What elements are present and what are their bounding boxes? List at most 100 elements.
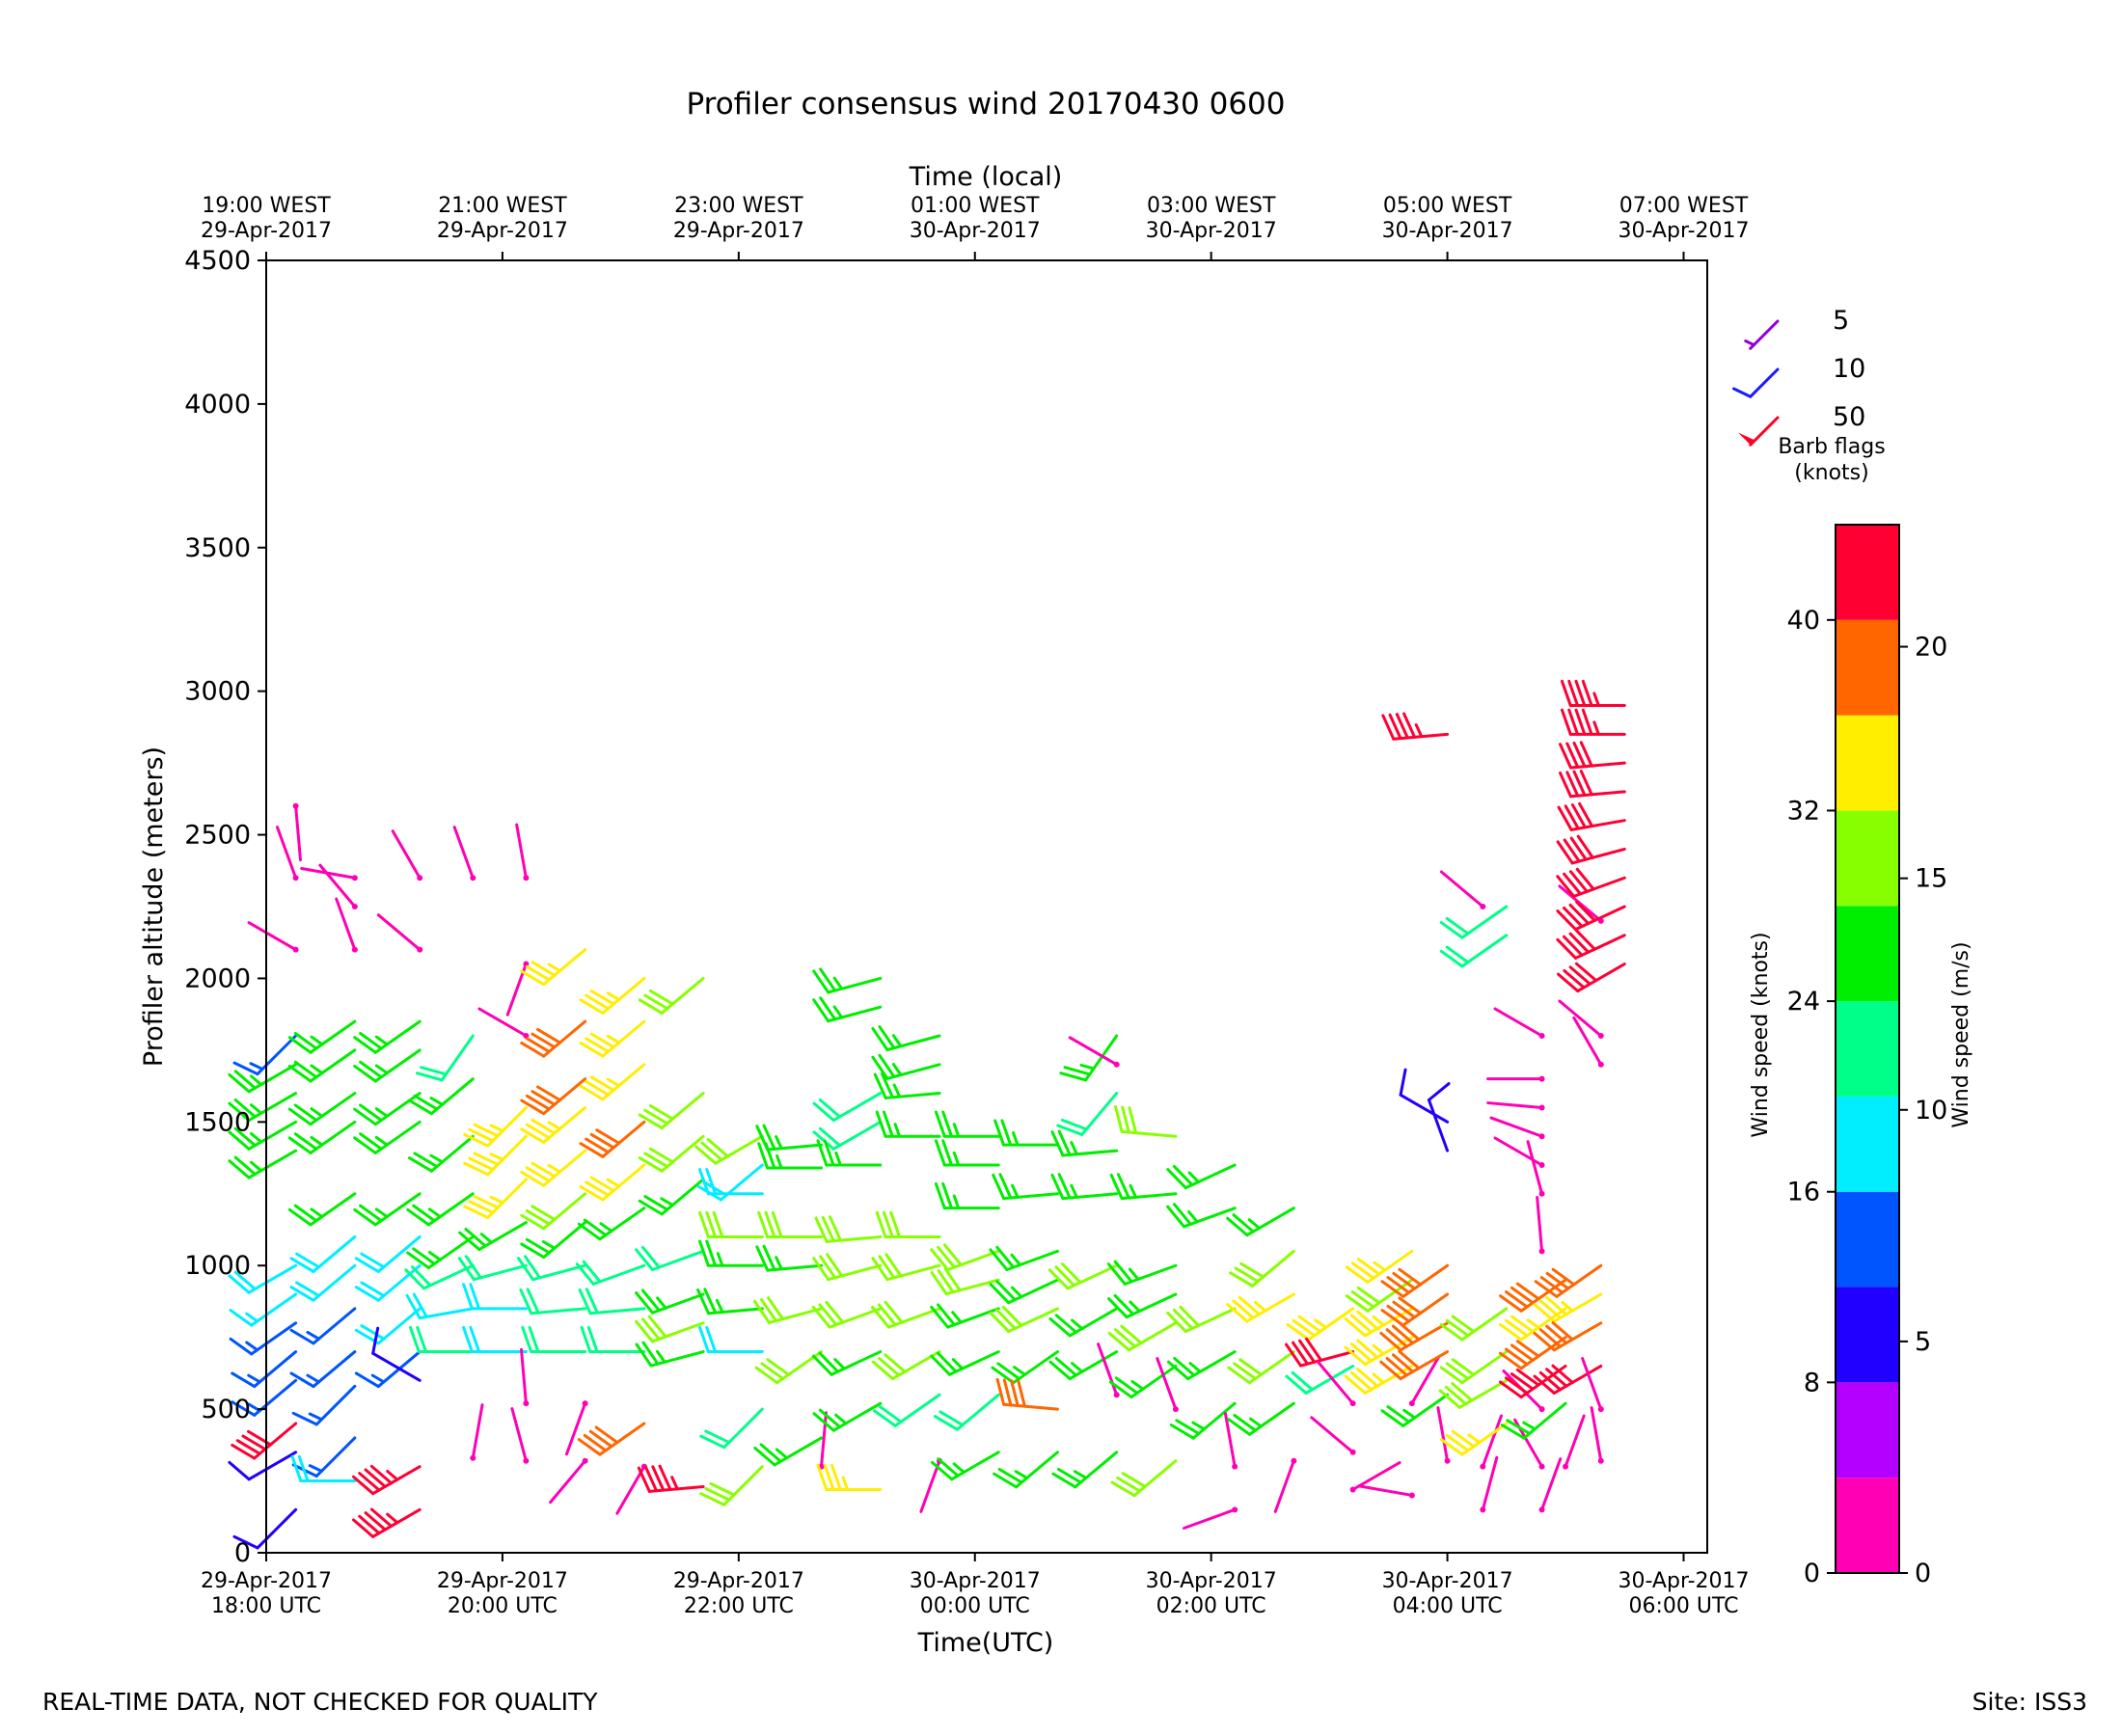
barb-full [1054, 1265, 1076, 1288]
wind-barb [391, 829, 423, 882]
barb-shaft [1074, 1451, 1119, 1489]
barb-shaft [1015, 1451, 1059, 1489]
wind-barb [1344, 1307, 1414, 1338]
barb-full [1166, 1360, 1190, 1381]
barb-full [705, 1239, 718, 1267]
barb-half [893, 1123, 902, 1138]
barb-full [1113, 1260, 1133, 1284]
wind-barb [991, 1350, 1059, 1385]
wind-barb [1558, 999, 1604, 1039]
colorbar-ms-label: 5 [1915, 1327, 1931, 1357]
wind-barb [228, 1263, 298, 1294]
barb-half [427, 1250, 442, 1261]
barb-full [1391, 1353, 1415, 1373]
barb-half [775, 1256, 783, 1271]
barb-full [875, 1110, 887, 1138]
barb-shaft [486, 1178, 528, 1219]
y-tick-label: 3500 [184, 533, 251, 563]
barb-shaft [309, 1092, 357, 1126]
barb-full [651, 1465, 666, 1492]
barb-full [1169, 1424, 1195, 1440]
barb-full [996, 1362, 1021, 1381]
barb-full [415, 1071, 444, 1082]
barb-full [413, 1152, 439, 1169]
barb-shaft [373, 1092, 422, 1126]
wind-barb [930, 1243, 1000, 1271]
colorbar-band [1836, 906, 1899, 1002]
wind-barb [579, 1019, 646, 1058]
barb-shaft [615, 1465, 646, 1515]
barb-calm-dot [523, 1457, 530, 1464]
barb-calm-dot [1113, 1061, 1120, 1068]
wind-barb [231, 1422, 298, 1460]
barb-shaft [542, 1149, 587, 1187]
barb-half [1013, 1366, 1027, 1376]
barb-shaft [1127, 1321, 1178, 1352]
barb-full [1559, 743, 1572, 770]
barb-shaft [601, 1019, 646, 1058]
wind-barb [289, 1234, 357, 1273]
barb-full [585, 1137, 611, 1154]
barb-full [233, 1126, 257, 1148]
barb-full [1506, 1419, 1532, 1435]
wind-barb [290, 1454, 357, 1483]
barb-half [547, 1163, 561, 1174]
barb-shaft [1068, 1036, 1119, 1067]
barb-half [427, 1207, 442, 1219]
wind-barb [520, 1221, 587, 1260]
barb-full [353, 1036, 377, 1054]
barb-half [1188, 1362, 1202, 1373]
barb-full [1565, 742, 1580, 769]
barb-full [1574, 962, 1598, 983]
barb-half [245, 1312, 259, 1323]
barb-full [589, 1032, 615, 1049]
barb-shaft [1363, 1307, 1414, 1338]
wind-barb [1166, 1350, 1237, 1381]
barb-full [413, 1094, 439, 1111]
barb-calm-dot [1597, 1033, 1604, 1039]
barb-shaft [1493, 1007, 1544, 1038]
barb-full [463, 1205, 490, 1219]
x-tick-label-date: 30-Apr-2017 [910, 1569, 1041, 1593]
barb-calm-dot [1597, 1457, 1604, 1464]
barb-full [589, 1132, 615, 1150]
barb-half [310, 1064, 324, 1075]
barb-shaft [426, 1192, 475, 1227]
barb-half [775, 1153, 783, 1170]
wind-barb [353, 1048, 422, 1083]
wind-barb [1050, 1129, 1119, 1157]
barb-full [694, 1145, 718, 1165]
barb-half [1249, 1417, 1263, 1428]
wind-barb [989, 1245, 1059, 1271]
barb-full [589, 1176, 615, 1193]
wind-barb [1344, 1364, 1414, 1395]
barb-calm-dot [1538, 1033, 1545, 1039]
wind-barb [232, 1034, 298, 1076]
legend-label: 10 [1833, 354, 1865, 384]
barb-half [606, 1034, 621, 1044]
barb-shaft [828, 1307, 883, 1329]
wind-barb [520, 1077, 587, 1116]
barb-shaft [1481, 1414, 1503, 1469]
wind-barb [1557, 962, 1626, 993]
barb-full [872, 1409, 897, 1427]
barb-shaft [1245, 1292, 1295, 1323]
barb-full [814, 1216, 829, 1243]
wind-barb [638, 1134, 705, 1173]
barb-shaft [1186, 1350, 1237, 1381]
barb-full [289, 1286, 315, 1302]
barb-full [1057, 1129, 1072, 1156]
barb-full [297, 1454, 310, 1483]
wind-barb [816, 1463, 883, 1491]
barb-half [245, 1341, 259, 1352]
wind-barb [992, 1173, 1059, 1201]
barb-shaft [1489, 1116, 1544, 1138]
wind-barb [1379, 1349, 1450, 1381]
wind-barb [989, 1278, 1059, 1305]
barb-calm-dot [1349, 1449, 1356, 1455]
barb-full [638, 1113, 664, 1130]
wind-barb [752, 1296, 824, 1324]
barb-full [1563, 838, 1581, 863]
barb-full [640, 1288, 661, 1313]
barb-full [819, 967, 837, 992]
